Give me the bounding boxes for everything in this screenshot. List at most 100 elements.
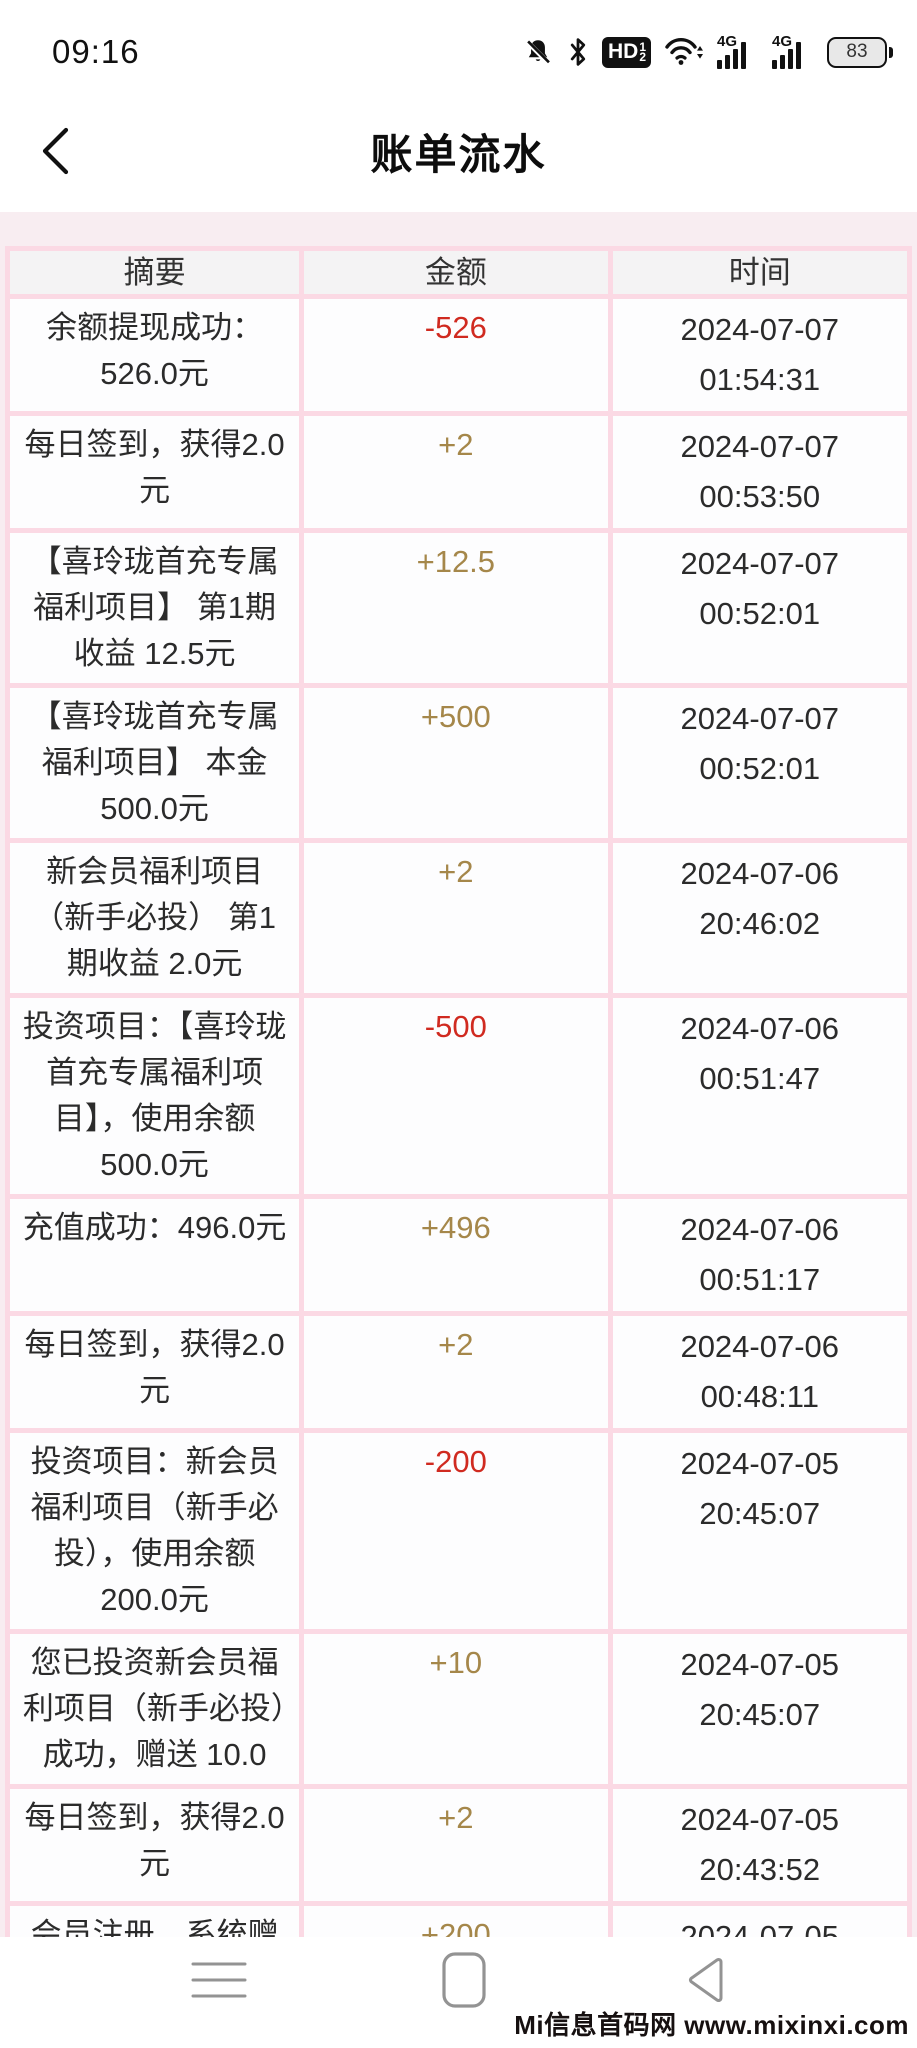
bill-table: 摘要 金额 时间 余额提现成功：526.0元 -526 2024-07-07 0…	[5, 246, 912, 1937]
status-bar: 09:16 HD 1 2	[0, 0, 917, 90]
recent-apps-button[interactable]	[190, 1956, 248, 2004]
summary-cell: 每日签到，获得2.0元	[10, 1316, 300, 1428]
table-row: 投资项目：新会员福利项目（新手必投），使用余额200.0元 -200 2024-…	[10, 1433, 907, 1629]
time-cell: 2024-07-07 00:53:50	[612, 416, 907, 528]
back-button[interactable]	[30, 123, 82, 179]
column-header-time: 时间	[612, 251, 907, 294]
time-cell: 2024-07-05 20:43:52	[612, 1789, 907, 1901]
battery-icon: 83	[827, 36, 893, 68]
time-value: 00:51:47	[699, 1061, 821, 1096]
date-value: 2024-07-05	[680, 1446, 840, 1481]
summary-cell: 余额提现成功：526.0元	[10, 299, 300, 411]
time-value: 00:51:17	[699, 1262, 821, 1297]
time-cell: 2024-07-07 00:52:01	[612, 688, 907, 838]
table-row: 每日签到，获得2.0元 +2 2024-07-05 20:43:52	[10, 1789, 907, 1901]
amount-cell: +10	[304, 1634, 608, 1784]
time-cell: 2024-07-06 00:51:47	[612, 998, 907, 1194]
date-value: 2024-07-07	[680, 546, 840, 581]
bill-list-area[interactable]: 摘要 金额 时间 余额提现成功：526.0元 -526 2024-07-07 0…	[0, 212, 917, 1937]
time-value: 00:52:01	[699, 596, 821, 631]
time-cell: 2024-07-06 00:48:11	[612, 1316, 907, 1428]
time-value: 20:45:07	[699, 1697, 821, 1732]
amount-cell: +2	[304, 843, 608, 993]
table-header-row: 摘要 金额 时间	[10, 251, 907, 294]
amount-cell: -526	[304, 299, 608, 411]
table-row: 余额提现成功：526.0元 -526 2024-07-07 01:54:31	[10, 299, 907, 411]
table-row: 每日签到，获得2.0元 +2 2024-07-06 00:48:11	[10, 1316, 907, 1428]
wifi-icon	[664, 36, 704, 68]
back-nav-button[interactable]	[679, 1954, 727, 2006]
time-value: 20:43:52	[699, 1852, 821, 1887]
amount-cell: -200	[304, 1433, 608, 1629]
signal-4g-sim2-icon: 4G	[772, 33, 814, 69]
summary-cell: 会员注册，系统赠送 200.0元	[10, 1906, 300, 1937]
clock: 09:16	[52, 33, 140, 70]
bottom-bar: Mi信息首码网 www.mixinxi.com	[0, 1937, 917, 2048]
summary-cell: 每日签到，获得2.0元	[10, 416, 300, 528]
time-cell: 2024-07-05 20:45:07	[612, 1634, 907, 1784]
bluetooth-icon	[567, 36, 589, 68]
amount-cell: +200	[304, 1906, 608, 1937]
amount-cell: +2	[304, 416, 608, 528]
date-value: 2024-07-05	[680, 1919, 840, 1937]
summary-cell: 每日签到，获得2.0元	[10, 1789, 300, 1901]
time-value: 20:45:07	[699, 1496, 821, 1531]
date-value: 2024-07-06	[680, 1011, 840, 1046]
summary-cell: 投资项目：新会员福利项目（新手必投），使用余额200.0元	[10, 1433, 300, 1629]
summary-cell: 投资项目：【喜玲珑首充专属福利项目】，使用余额500.0元	[10, 998, 300, 1194]
table-row: 会员注册，系统赠送 200.0元 +200 2024-07-05 20:40:4…	[10, 1906, 907, 1937]
time-cell: 2024-07-07 00:52:01	[612, 533, 907, 683]
time-value: 20:46:02	[699, 906, 821, 941]
home-button[interactable]	[441, 1951, 487, 2009]
signal-4g-sim1-icon: 4G	[717, 33, 759, 69]
time-cell: 2024-07-06 00:51:17	[612, 1199, 907, 1311]
table-row: 充值成功：496.0元 +496 2024-07-06 00:51:17	[10, 1199, 907, 1311]
table-row: 您已投资新会员福利项目（新手必投）成功，赠送 10.0 +10 2024-07-…	[10, 1634, 907, 1784]
amount-cell: +496	[304, 1199, 608, 1311]
amount-cell: -500	[304, 998, 608, 1194]
date-value: 2024-07-06	[680, 1329, 840, 1364]
android-nav-bar	[0, 1937, 917, 2009]
amount-cell: +2	[304, 1316, 608, 1428]
battery-level: 83	[846, 41, 868, 62]
back-triangle-icon	[689, 1958, 723, 2002]
title-bar: 账单流水	[0, 90, 917, 212]
menu-icon	[191, 1962, 247, 1998]
summary-cell: 您已投资新会员福利项目（新手必投）成功，赠送 10.0	[10, 1634, 300, 1784]
table-row: 【喜玲珑首充专属福利项目】 第1期收益 12.5元 +12.5 2024-07-…	[10, 533, 907, 683]
notifications-off-icon	[522, 36, 554, 68]
hd-voice-icon: HD 1 2	[601, 36, 651, 68]
date-value: 2024-07-05	[680, 1802, 840, 1837]
column-header-amount: 金额	[304, 251, 608, 294]
summary-cell: 【喜玲珑首充专属福利项目】 本金500.0元	[10, 688, 300, 838]
time-cell: 2024-07-06 20:46:02	[612, 843, 907, 993]
amount-cell: +500	[304, 688, 608, 838]
watermark: Mi信息首码网 www.mixinxi.com	[514, 2010, 909, 2040]
time-cell: 2024-07-05 20:40:41	[612, 1906, 907, 1937]
table-row: 新会员福利项目（新手必投） 第1期收益 2.0元 +2 2024-07-06 2…	[10, 843, 907, 993]
time-cell: 2024-07-05 20:45:07	[612, 1433, 907, 1629]
table-row: 【喜玲珑首充专属福利项目】 本金500.0元 +500 2024-07-07 0…	[10, 688, 907, 838]
date-value: 2024-07-05	[680, 1647, 840, 1682]
date-value: 2024-07-07	[680, 701, 840, 736]
time-value: 00:48:11	[700, 1379, 819, 1414]
date-value: 2024-07-07	[680, 312, 840, 347]
amount-cell: +2	[304, 1789, 608, 1901]
date-value: 2024-07-06	[680, 856, 840, 891]
time-cell: 2024-07-07 01:54:31	[612, 299, 907, 411]
column-header-summary: 摘要	[10, 251, 300, 294]
home-icon	[441, 1952, 486, 2008]
table-row: 每日签到，获得2.0元 +2 2024-07-07 00:53:50	[10, 416, 907, 528]
time-value: 00:52:01	[699, 751, 821, 786]
date-value: 2024-07-06	[680, 1212, 840, 1247]
summary-cell: 【喜玲珑首充专属福利项目】 第1期收益 12.5元	[10, 533, 300, 683]
table-row: 投资项目：【喜玲珑首充专属福利项目】，使用余额500.0元 -500 2024-…	[10, 998, 907, 1194]
time-value: 00:53:50	[699, 479, 821, 514]
page-title: 账单流水	[370, 130, 547, 178]
summary-cell: 充值成功：496.0元	[10, 1199, 300, 1311]
chevron-left-icon	[42, 127, 69, 175]
status-icons: HD 1 2 4G 4G 83	[522, 33, 893, 69]
amount-cell: +12.5	[304, 533, 608, 683]
date-value: 2024-07-07	[680, 429, 840, 464]
summary-cell: 新会员福利项目（新手必投） 第1期收益 2.0元	[10, 843, 300, 993]
